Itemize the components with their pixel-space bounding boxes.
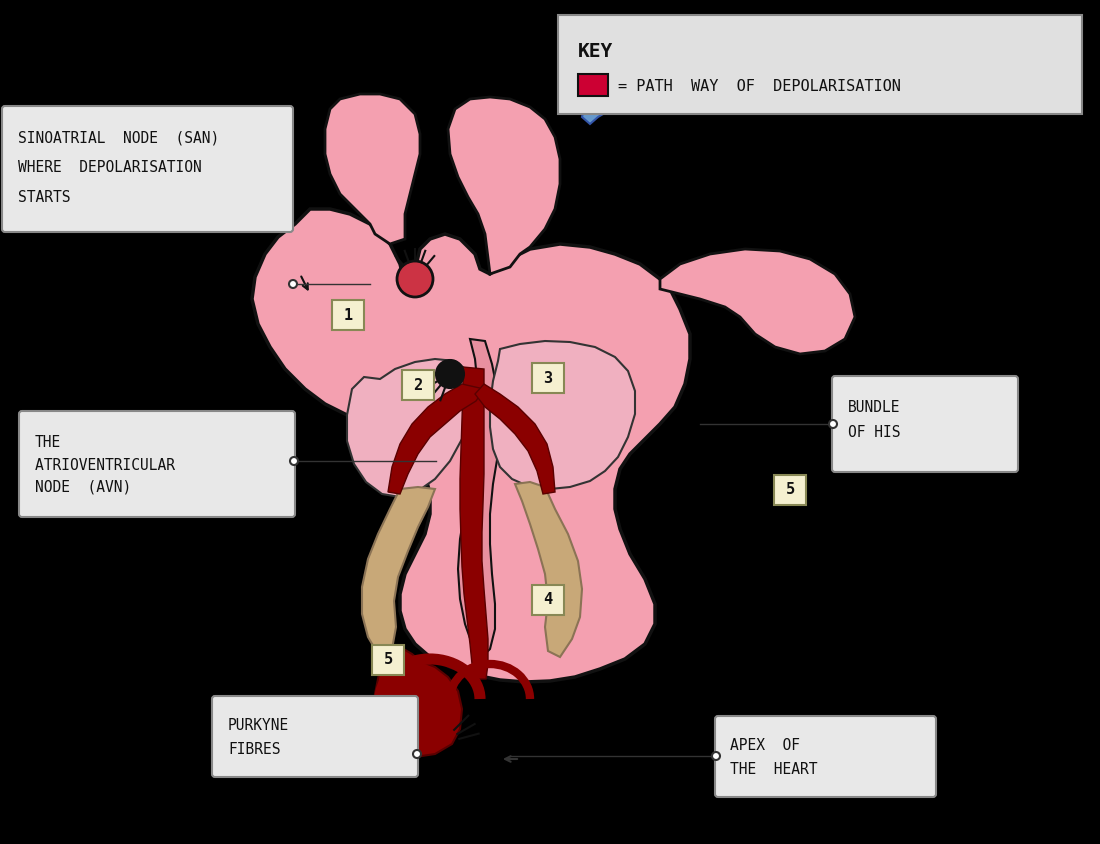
Text: APEX  OF: APEX OF [730, 737, 800, 752]
Polygon shape [388, 385, 484, 495]
Polygon shape [362, 488, 435, 654]
Circle shape [712, 752, 720, 760]
Text: 3: 3 [543, 370, 552, 385]
Text: 2: 2 [414, 377, 422, 392]
Circle shape [290, 457, 298, 465]
Text: 4: 4 [543, 592, 552, 607]
Text: OF HIS: OF HIS [848, 425, 901, 440]
Polygon shape [375, 647, 462, 757]
Polygon shape [490, 342, 635, 490]
Text: THE  HEART: THE HEART [730, 761, 817, 776]
Polygon shape [458, 339, 500, 659]
Polygon shape [238, 414, 290, 505]
Bar [578, 75, 608, 97]
Text: 1: 1 [343, 307, 353, 322]
Text: KEY: KEY [578, 42, 614, 61]
Circle shape [289, 281, 297, 289]
Text: ATRIOVENTRICULAR: ATRIOVENTRICULAR [35, 457, 184, 473]
Circle shape [397, 262, 433, 298]
Text: = PATH  WAY  OF  DEPOLARISATION: = PATH WAY OF DEPOLARISATION [618, 78, 901, 94]
Text: 5: 5 [384, 652, 393, 667]
Polygon shape [660, 250, 855, 354]
Text: BUNDLE: BUNDLE [848, 399, 901, 414]
Polygon shape [346, 360, 472, 497]
Polygon shape [448, 98, 560, 274]
FancyBboxPatch shape [332, 300, 364, 331]
Text: THE: THE [35, 435, 62, 450]
FancyBboxPatch shape [372, 645, 404, 675]
FancyBboxPatch shape [212, 696, 418, 777]
Text: SINOATRIAL  NODE  (SAN): SINOATRIAL NODE (SAN) [18, 130, 219, 145]
Text: PURKYNE: PURKYNE [228, 717, 289, 732]
Circle shape [436, 360, 464, 388]
FancyBboxPatch shape [832, 376, 1018, 473]
FancyBboxPatch shape [532, 585, 564, 615]
FancyBboxPatch shape [19, 412, 295, 517]
Text: STARTS: STARTS [18, 190, 70, 205]
Circle shape [829, 420, 837, 429]
Polygon shape [252, 210, 690, 682]
Polygon shape [324, 95, 420, 245]
Text: WHERE  DEPOLARISATION: WHERE DEPOLARISATION [18, 160, 210, 175]
FancyBboxPatch shape [558, 16, 1082, 115]
Polygon shape [582, 55, 648, 125]
Text: NODE  (AVN): NODE (AVN) [35, 479, 131, 495]
Polygon shape [460, 368, 488, 679]
FancyBboxPatch shape [402, 371, 434, 401]
Circle shape [412, 750, 421, 758]
Polygon shape [475, 385, 556, 495]
Polygon shape [515, 483, 582, 657]
Text: 5: 5 [785, 482, 794, 497]
Text: FIBRES: FIBRES [228, 741, 280, 756]
FancyBboxPatch shape [2, 107, 293, 233]
FancyBboxPatch shape [774, 475, 806, 506]
FancyBboxPatch shape [715, 717, 936, 797]
FancyBboxPatch shape [532, 364, 564, 393]
